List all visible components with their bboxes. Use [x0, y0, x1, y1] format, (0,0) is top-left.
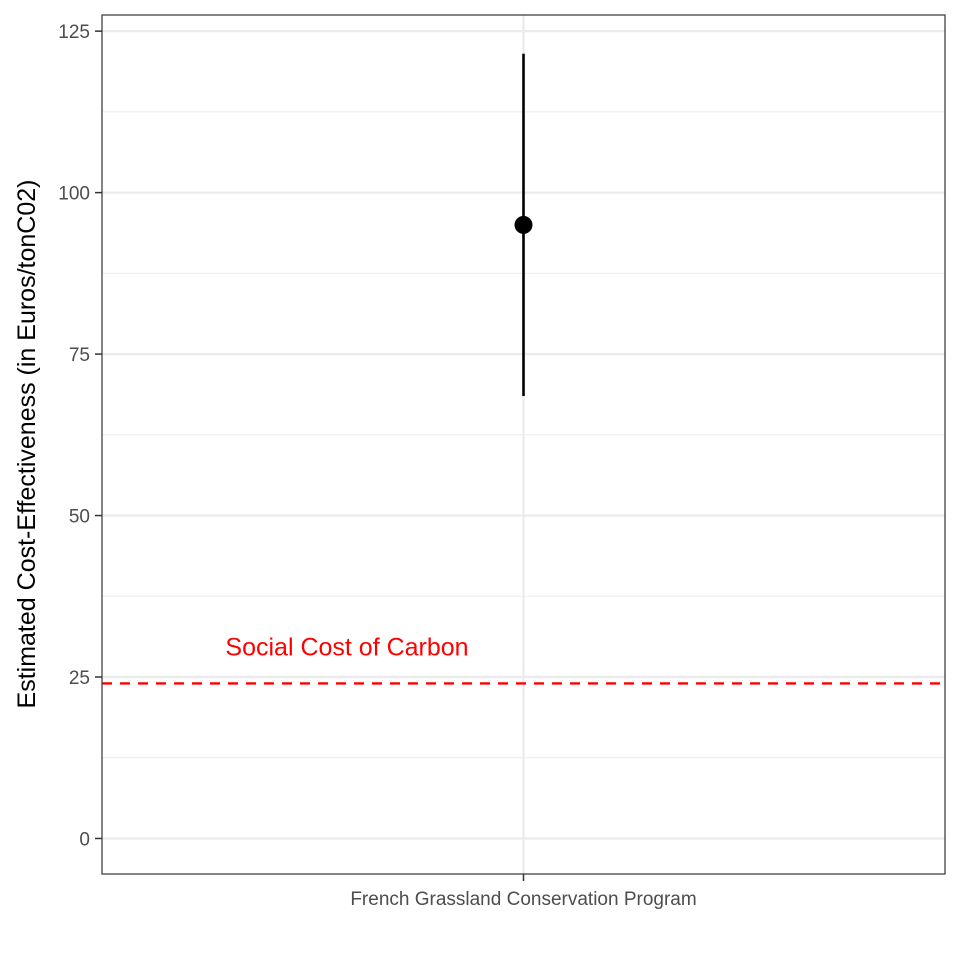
x-axis: French Grassland Conservation Program: [350, 874, 697, 910]
y-axis: 0 25 50 75 100 125: [58, 22, 102, 850]
point-estimate: [514, 215, 533, 234]
y-axis-title: Estimated Cost-Effectiveness (in Euros/t…: [13, 180, 41, 709]
x-tick-label: French Grassland Conservation Program: [350, 889, 696, 910]
y-tick-label: 100: [58, 184, 90, 205]
y-tick-label: 50: [69, 507, 90, 528]
y-tick-label: 0: [79, 829, 90, 850]
reference-line-label: Social Cost of Carbon: [225, 633, 468, 661]
y-tick-label: 125: [58, 22, 90, 43]
reference-line-layer: Social Cost of Carbon: [102, 633, 945, 685]
data-marks: [514, 53, 533, 397]
y-tick-label: 75: [69, 345, 90, 366]
y-tick-label: 25: [69, 668, 90, 689]
